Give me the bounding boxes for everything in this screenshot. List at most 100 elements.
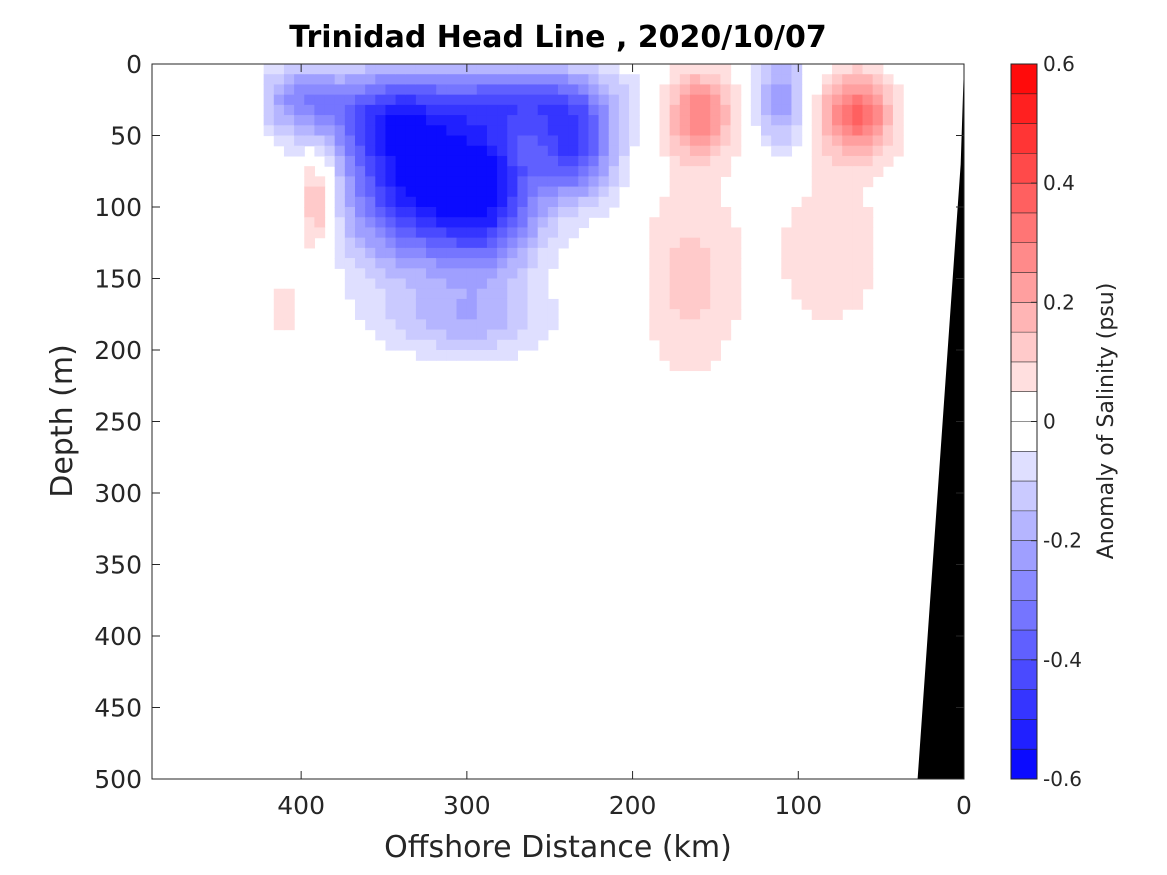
heatmap-cell [486, 155, 498, 167]
heatmap-cell [436, 196, 447, 208]
heatmap-cell [365, 247, 376, 259]
heatmap-cell [659, 135, 671, 147]
heatmap-cell [405, 288, 417, 300]
heatmap-cell [517, 155, 529, 167]
heatmap-cell [517, 84, 529, 96]
heatmap-cell [324, 135, 336, 147]
heatmap-cell [618, 115, 630, 126]
heatmap-cell [791, 74, 803, 86]
heatmap-cell [832, 125, 843, 137]
heatmap-cell [334, 74, 346, 86]
heatmap-cell [507, 207, 518, 218]
heatmap-cell [446, 227, 458, 239]
heatmap-cell [710, 319, 721, 331]
heatmap-cell [669, 217, 681, 229]
heatmap-cell [537, 104, 549, 116]
heatmap-cell [659, 309, 671, 320]
heatmap-cell [842, 288, 853, 300]
heatmap-cell [446, 247, 458, 259]
heatmap-cell [527, 329, 539, 341]
heatmap-cell [761, 94, 772, 106]
heatmap-cell [324, 84, 336, 96]
heatmap-cell [821, 196, 833, 208]
heatmap-cell [720, 104, 732, 116]
heatmap-cell [679, 186, 691, 198]
heatmap-cell [537, 74, 549, 86]
heatmap-cell [355, 278, 366, 290]
heatmap-cell [872, 135, 884, 147]
shelf-mask [917, 64, 964, 779]
heatmap-cell [446, 64, 458, 75]
heatmap-cell [344, 288, 356, 300]
heatmap-cell [578, 74, 590, 86]
heatmap-cell [476, 64, 488, 75]
heatmap-cell [426, 74, 437, 86]
heatmap-cell [375, 319, 387, 331]
heatmap-cell [882, 135, 894, 147]
heatmap-cell [679, 288, 691, 300]
heatmap-cell [497, 298, 508, 310]
colorbar-tick-label: 0.6 [1043, 52, 1075, 76]
heatmap-cell [872, 84, 884, 96]
heatmap-cell [537, 288, 549, 300]
heatmap-cell [385, 298, 397, 310]
heatmap-cell [385, 84, 397, 96]
heatmap-cell [517, 196, 529, 208]
heatmap-cell [558, 64, 569, 75]
heatmap-cell [608, 155, 620, 167]
heatmap-cell [730, 278, 742, 290]
heatmap-cell [466, 329, 478, 341]
heatmap-cell [781, 227, 793, 239]
heatmap-cell [750, 94, 762, 106]
heatmap-cell [365, 135, 376, 147]
heatmap-cell [426, 186, 437, 198]
heatmap-cell [821, 237, 833, 249]
heatmap-cell [365, 125, 376, 137]
heatmap-cell [385, 339, 397, 351]
heatmap-cell [547, 155, 559, 167]
heatmap-cell [517, 115, 529, 126]
heatmap-cell [517, 74, 529, 86]
heatmap-cell [892, 135, 904, 147]
heatmap-cell [679, 227, 691, 239]
heatmap-cell [710, 207, 721, 218]
heatmap-cell [842, 145, 853, 157]
heatmap-cell [507, 288, 518, 300]
heatmap-cell [791, 64, 803, 75]
heatmap-cell [852, 217, 864, 229]
heatmap-cell [385, 145, 397, 157]
heatmap-cell [426, 84, 437, 96]
heatmap-cell [558, 125, 569, 137]
x-tick-label: 0 [956, 791, 972, 820]
heatmap-cell [659, 319, 671, 331]
colorbar-segment [1011, 659, 1037, 691]
heatmap-cell [415, 278, 427, 290]
heatmap-cell [446, 166, 458, 177]
heatmap-cell [497, 196, 508, 208]
colorbar-segment [1011, 510, 1037, 542]
heatmap-cell [375, 258, 387, 269]
heatmap-cell [689, 217, 701, 229]
heatmap-cell [852, 186, 864, 198]
heatmap-cell [659, 288, 671, 300]
heatmap-cell [507, 135, 518, 147]
heatmap-cell [344, 115, 356, 126]
heatmap-cell [273, 64, 285, 75]
heatmap-cell [598, 207, 610, 218]
heatmap-cell [547, 176, 559, 188]
heatmap-cell [578, 186, 590, 198]
heatmap-cell [446, 104, 458, 116]
heatmap-cell [649, 247, 661, 259]
heatmap-cell [486, 319, 498, 331]
heatmap-cell [476, 247, 488, 259]
heatmap-cell [852, 166, 864, 177]
heatmap-cell [558, 176, 569, 188]
heatmap-cell [629, 115, 640, 126]
heatmap-cell [415, 196, 427, 208]
heatmap-cell [761, 104, 772, 116]
heatmap-cell [446, 145, 458, 157]
heatmap-cell [466, 115, 478, 126]
heatmap-cell [415, 350, 427, 361]
heatmap-cell [537, 217, 549, 229]
heatmap-cell [558, 135, 569, 147]
